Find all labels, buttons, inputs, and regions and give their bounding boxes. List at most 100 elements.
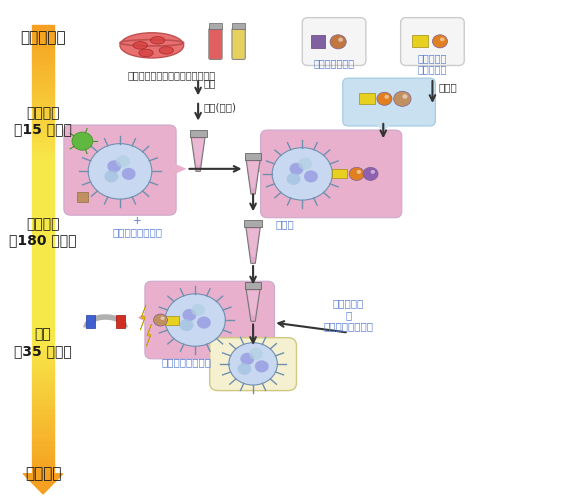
Circle shape <box>183 309 197 321</box>
Bar <box>32 80 54 84</box>
Polygon shape <box>245 225 260 263</box>
Circle shape <box>122 168 136 180</box>
Bar <box>190 130 206 137</box>
Text: 细胞培养上清・血浆・血清・尿液: 细胞培养上清・血浆・血清・尿液 <box>128 71 216 81</box>
Bar <box>32 243 54 247</box>
Bar <box>32 433 54 437</box>
Circle shape <box>440 37 444 41</box>
Bar <box>32 415 54 419</box>
Bar <box>32 48 54 52</box>
FancyBboxPatch shape <box>145 281 274 359</box>
Bar <box>32 179 54 184</box>
Bar <box>32 379 54 383</box>
FancyBboxPatch shape <box>401 18 464 66</box>
Bar <box>32 283 54 288</box>
Circle shape <box>433 35 448 48</box>
Bar <box>32 175 54 179</box>
Bar <box>232 23 245 29</box>
Bar <box>32 98 54 102</box>
Bar <box>165 316 179 325</box>
Circle shape <box>287 173 300 185</box>
Bar <box>32 306 54 310</box>
Bar <box>32 265 54 270</box>
FancyBboxPatch shape <box>343 78 436 126</box>
Bar <box>32 93 54 98</box>
Polygon shape <box>246 158 260 194</box>
Bar <box>32 465 54 469</box>
Bar <box>244 220 262 227</box>
Circle shape <box>191 304 205 316</box>
Text: 完成纯化: 完成纯化 <box>25 466 61 481</box>
Bar <box>32 356 54 360</box>
Bar <box>32 120 54 125</box>
Ellipse shape <box>139 49 153 57</box>
Polygon shape <box>247 291 259 316</box>
Text: 浓缩(选项): 浓缩(选项) <box>204 102 237 112</box>
Bar <box>32 338 54 342</box>
Bar <box>32 184 54 188</box>
Circle shape <box>349 167 364 180</box>
Circle shape <box>240 353 254 365</box>
Bar <box>32 270 54 274</box>
Polygon shape <box>247 162 259 188</box>
Circle shape <box>385 95 389 99</box>
Bar <box>32 329 54 333</box>
Bar <box>32 297 54 301</box>
Polygon shape <box>247 229 259 257</box>
Bar <box>245 153 262 160</box>
Polygon shape <box>146 324 151 346</box>
Bar <box>32 216 54 220</box>
Circle shape <box>229 343 277 385</box>
Circle shape <box>72 132 93 150</box>
Text: 离心: 离心 <box>204 78 216 88</box>
Bar <box>32 75 54 80</box>
Bar <box>32 437 54 442</box>
Bar <box>32 279 54 283</box>
Bar <box>32 301 54 306</box>
Bar <box>32 202 54 207</box>
Polygon shape <box>246 287 260 322</box>
FancyBboxPatch shape <box>260 130 402 218</box>
Bar <box>32 383 54 388</box>
Bar <box>32 469 54 474</box>
Circle shape <box>363 167 378 180</box>
Polygon shape <box>191 135 205 171</box>
Bar <box>32 148 54 152</box>
Bar <box>32 134 54 139</box>
Bar <box>32 161 54 166</box>
FancyBboxPatch shape <box>64 125 176 215</box>
Bar <box>32 374 54 379</box>
Text: 固定化: 固定化 <box>438 82 457 92</box>
Bar <box>32 66 54 71</box>
Circle shape <box>107 160 121 172</box>
FancyArrow shape <box>23 474 63 494</box>
Polygon shape <box>193 139 204 165</box>
Text: 洗涤缓冲液
＋
外泌体结合增强剂: 洗涤缓冲液 ＋ 外泌体结合增强剂 <box>324 298 374 332</box>
Bar <box>32 125 54 130</box>
Text: 外泌体洗脱缓冲剂: 外泌体洗脱缓冲剂 <box>162 357 212 367</box>
Text: 样品预处理: 样品预处理 <box>20 30 66 45</box>
Bar <box>32 388 54 392</box>
Circle shape <box>304 170 318 182</box>
Bar <box>32 198 54 202</box>
Bar <box>32 333 54 338</box>
Circle shape <box>403 94 408 99</box>
FancyBboxPatch shape <box>86 315 95 328</box>
Bar <box>32 238 54 243</box>
Bar <box>32 107 54 111</box>
Circle shape <box>338 38 343 42</box>
Polygon shape <box>169 161 187 176</box>
Bar <box>32 102 54 107</box>
Text: 反应管: 反应管 <box>276 219 294 229</box>
Bar <box>32 52 54 57</box>
Bar <box>32 170 54 175</box>
Bar <box>32 256 54 261</box>
Bar <box>32 57 54 61</box>
Bar <box>32 428 54 433</box>
Bar <box>32 251 54 256</box>
Bar <box>32 220 54 225</box>
Text: 亲和反应
（180 分钟）: 亲和反应 （180 分钟） <box>9 217 77 247</box>
Circle shape <box>377 92 392 105</box>
Bar <box>32 460 54 465</box>
Circle shape <box>330 35 346 49</box>
